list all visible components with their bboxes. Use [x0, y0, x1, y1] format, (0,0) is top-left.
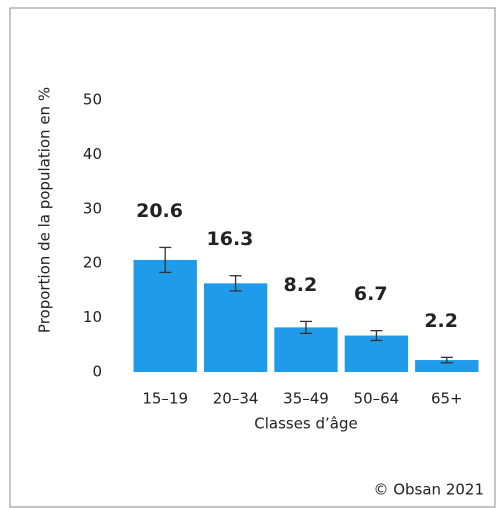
data-label: 2.2: [424, 310, 458, 332]
error-bar: [440, 356, 453, 364]
y-tick-label: 50: [83, 91, 102, 109]
y-tick-label: 10: [83, 308, 102, 326]
x-tick-label: 65+: [431, 390, 463, 408]
bar: [344, 335, 409, 372]
x-tick-label: 35–49: [283, 390, 329, 408]
y-tick-label: 40: [83, 145, 102, 163]
y-tick-label: 20: [83, 254, 102, 272]
data-label: 16.3: [207, 228, 254, 250]
error-bar: [300, 320, 312, 335]
frame: [9, 7, 496, 508]
data-label: 8.2: [284, 274, 318, 296]
data-label: 6.7: [354, 283, 388, 305]
data-label: 20.6: [136, 200, 183, 222]
y-tick-label: 0: [92, 363, 102, 381]
source: © Obsan 2021: [373, 481, 484, 499]
x-tick-label: 50–64: [354, 390, 400, 408]
x-tick-label: 15–19: [142, 390, 188, 408]
y-tick-label: 30: [83, 199, 102, 217]
error-bar: [370, 330, 383, 342]
bar: [133, 259, 197, 372]
bar: [415, 360, 479, 372]
x-axis-title: Classes d’âge: [254, 415, 358, 433]
y-axis-title: Proportion de la population en %: [36, 87, 54, 333]
bar: [274, 327, 338, 372]
x-tick-label: 20–34: [213, 390, 259, 408]
error-bar: [229, 275, 242, 292]
bar: [203, 283, 268, 372]
error-bar: [159, 246, 172, 274]
